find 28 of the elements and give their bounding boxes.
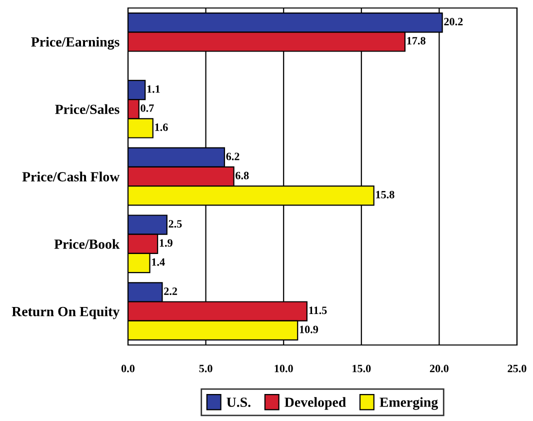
data-label: 1.1 bbox=[147, 85, 160, 93]
y-tick-label: Price/Earnings bbox=[31, 36, 120, 50]
data-label: 1.9 bbox=[160, 239, 172, 247]
x-tick-label: 15.0 bbox=[352, 364, 371, 372]
data-label: 1.6 bbox=[155, 124, 168, 132]
legend-label: Emerging bbox=[380, 397, 438, 410]
x-tick-label: 25.0 bbox=[508, 364, 526, 372]
data-label: 1.4 bbox=[152, 258, 165, 266]
x-tick-label: 10.0 bbox=[274, 364, 293, 372]
data-label: 11.5 bbox=[309, 306, 327, 314]
legend-label: U.S. bbox=[226, 398, 250, 407]
data-label: 2.5 bbox=[168, 220, 182, 228]
data-label: 6.8 bbox=[236, 172, 249, 180]
data-label: 2.2 bbox=[164, 288, 178, 296]
y-tick-label: Return On Equity bbox=[12, 306, 120, 320]
x-tick-label: 0.0 bbox=[121, 364, 135, 372]
legend-label: Developed bbox=[284, 397, 346, 410]
y-tick-label: Price/Cash Flow bbox=[22, 172, 120, 182]
data-label: 10.9 bbox=[300, 326, 318, 334]
data-label: 20.2 bbox=[444, 18, 463, 26]
x-tick-label: 5.0 bbox=[199, 364, 212, 372]
data-label: 17.8 bbox=[407, 36, 426, 45]
x-tick-label: 20.0 bbox=[430, 364, 448, 372]
y-tick-label: Price/Book bbox=[54, 239, 120, 249]
data-label: 6.2 bbox=[226, 152, 240, 160]
data-label: 0.7 bbox=[140, 104, 154, 112]
y-tick-label: Price/Sales bbox=[55, 104, 120, 114]
data-label: 15.8 bbox=[376, 190, 394, 198]
